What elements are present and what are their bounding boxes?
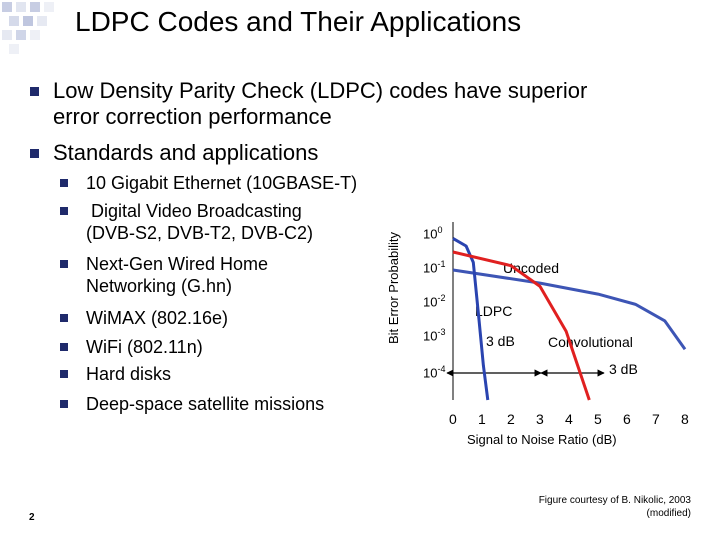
y-tick-label: 10-4: [423, 364, 446, 381]
corner-squares-decoration: [2, 2, 54, 54]
bullet-marker: [60, 343, 68, 351]
x-tick-label: 1: [478, 411, 486, 427]
gain-label-convolutional: 3 dB: [609, 361, 638, 377]
bullet-text: Hard disks: [86, 364, 172, 384]
y-tick-label: 100: [423, 225, 443, 242]
bullet-text: error correction performance: [53, 104, 332, 129]
bullet-text: Deep-space satellite missions: [86, 394, 325, 414]
slide-title: LDPC Codes and Their Applications: [75, 6, 522, 37]
y-tick-label: 10-3: [423, 327, 446, 344]
x-tick-label: 6: [623, 411, 631, 427]
bullet-marker: [60, 400, 68, 408]
bullet-text: 10 Gigabit Ethernet (10GBASE-T): [86, 173, 358, 193]
y-tick-label: 10-1: [423, 259, 446, 276]
x-tick-label: 0: [449, 411, 457, 427]
bullet-text: Next-Gen Wired Home: [86, 254, 269, 274]
bullet-text: WiFi (802.11n): [86, 337, 203, 357]
bullet-marker: [30, 87, 39, 96]
bullet-text: (DVB-S2, DVB-T2, DVB-C2): [86, 223, 314, 243]
bullet-text: Digital Video Broadcasting: [86, 201, 302, 221]
bullet-marker: [60, 314, 68, 322]
bullet-text: Networking (G.hn): [86, 276, 233, 296]
series-label-ldpc: LDPC: [475, 303, 513, 319]
series-line-convolutional: [452, 250, 591, 401]
bullet-marker: [30, 149, 39, 158]
bullet-marker: [60, 260, 68, 268]
bullet-marker: [60, 179, 68, 187]
x-tick-label: 5: [594, 411, 602, 427]
x-tick-label: 2: [507, 411, 515, 427]
bullet-marker: [60, 370, 68, 378]
x-tick-label: 7: [652, 411, 660, 427]
bullet-marker: [60, 207, 68, 215]
credit-line: (modified): [646, 508, 691, 519]
x-tick-label: 8: [681, 411, 689, 427]
gain-label-ldpc: 3 dB: [486, 333, 515, 349]
bullet-text: Standards and applications: [53, 140, 319, 165]
x-tick-label: 4: [565, 411, 573, 427]
credit-line: Figure courtesy of B. Nikolic, 2003: [538, 495, 691, 506]
series-line-ldpc: [452, 237, 490, 401]
figure-credit: Figure courtesy of B. Nikolic, 2003 (mod…: [539, 494, 691, 520]
x-axis-label: Signal to Noise Ratio (dB): [467, 432, 617, 447]
series-line-uncoded: [452, 268, 687, 351]
y-tick-label: 10-2: [423, 293, 446, 310]
bullet-text: Low Density Parity Check (LDPC) codes ha…: [53, 78, 588, 103]
bullet-text: WiMAX (802.16e): [86, 308, 229, 328]
x-tick-label: 3: [536, 411, 544, 427]
page-number: 2: [29, 512, 35, 523]
series-label-uncoded: Uncoded: [503, 260, 560, 276]
